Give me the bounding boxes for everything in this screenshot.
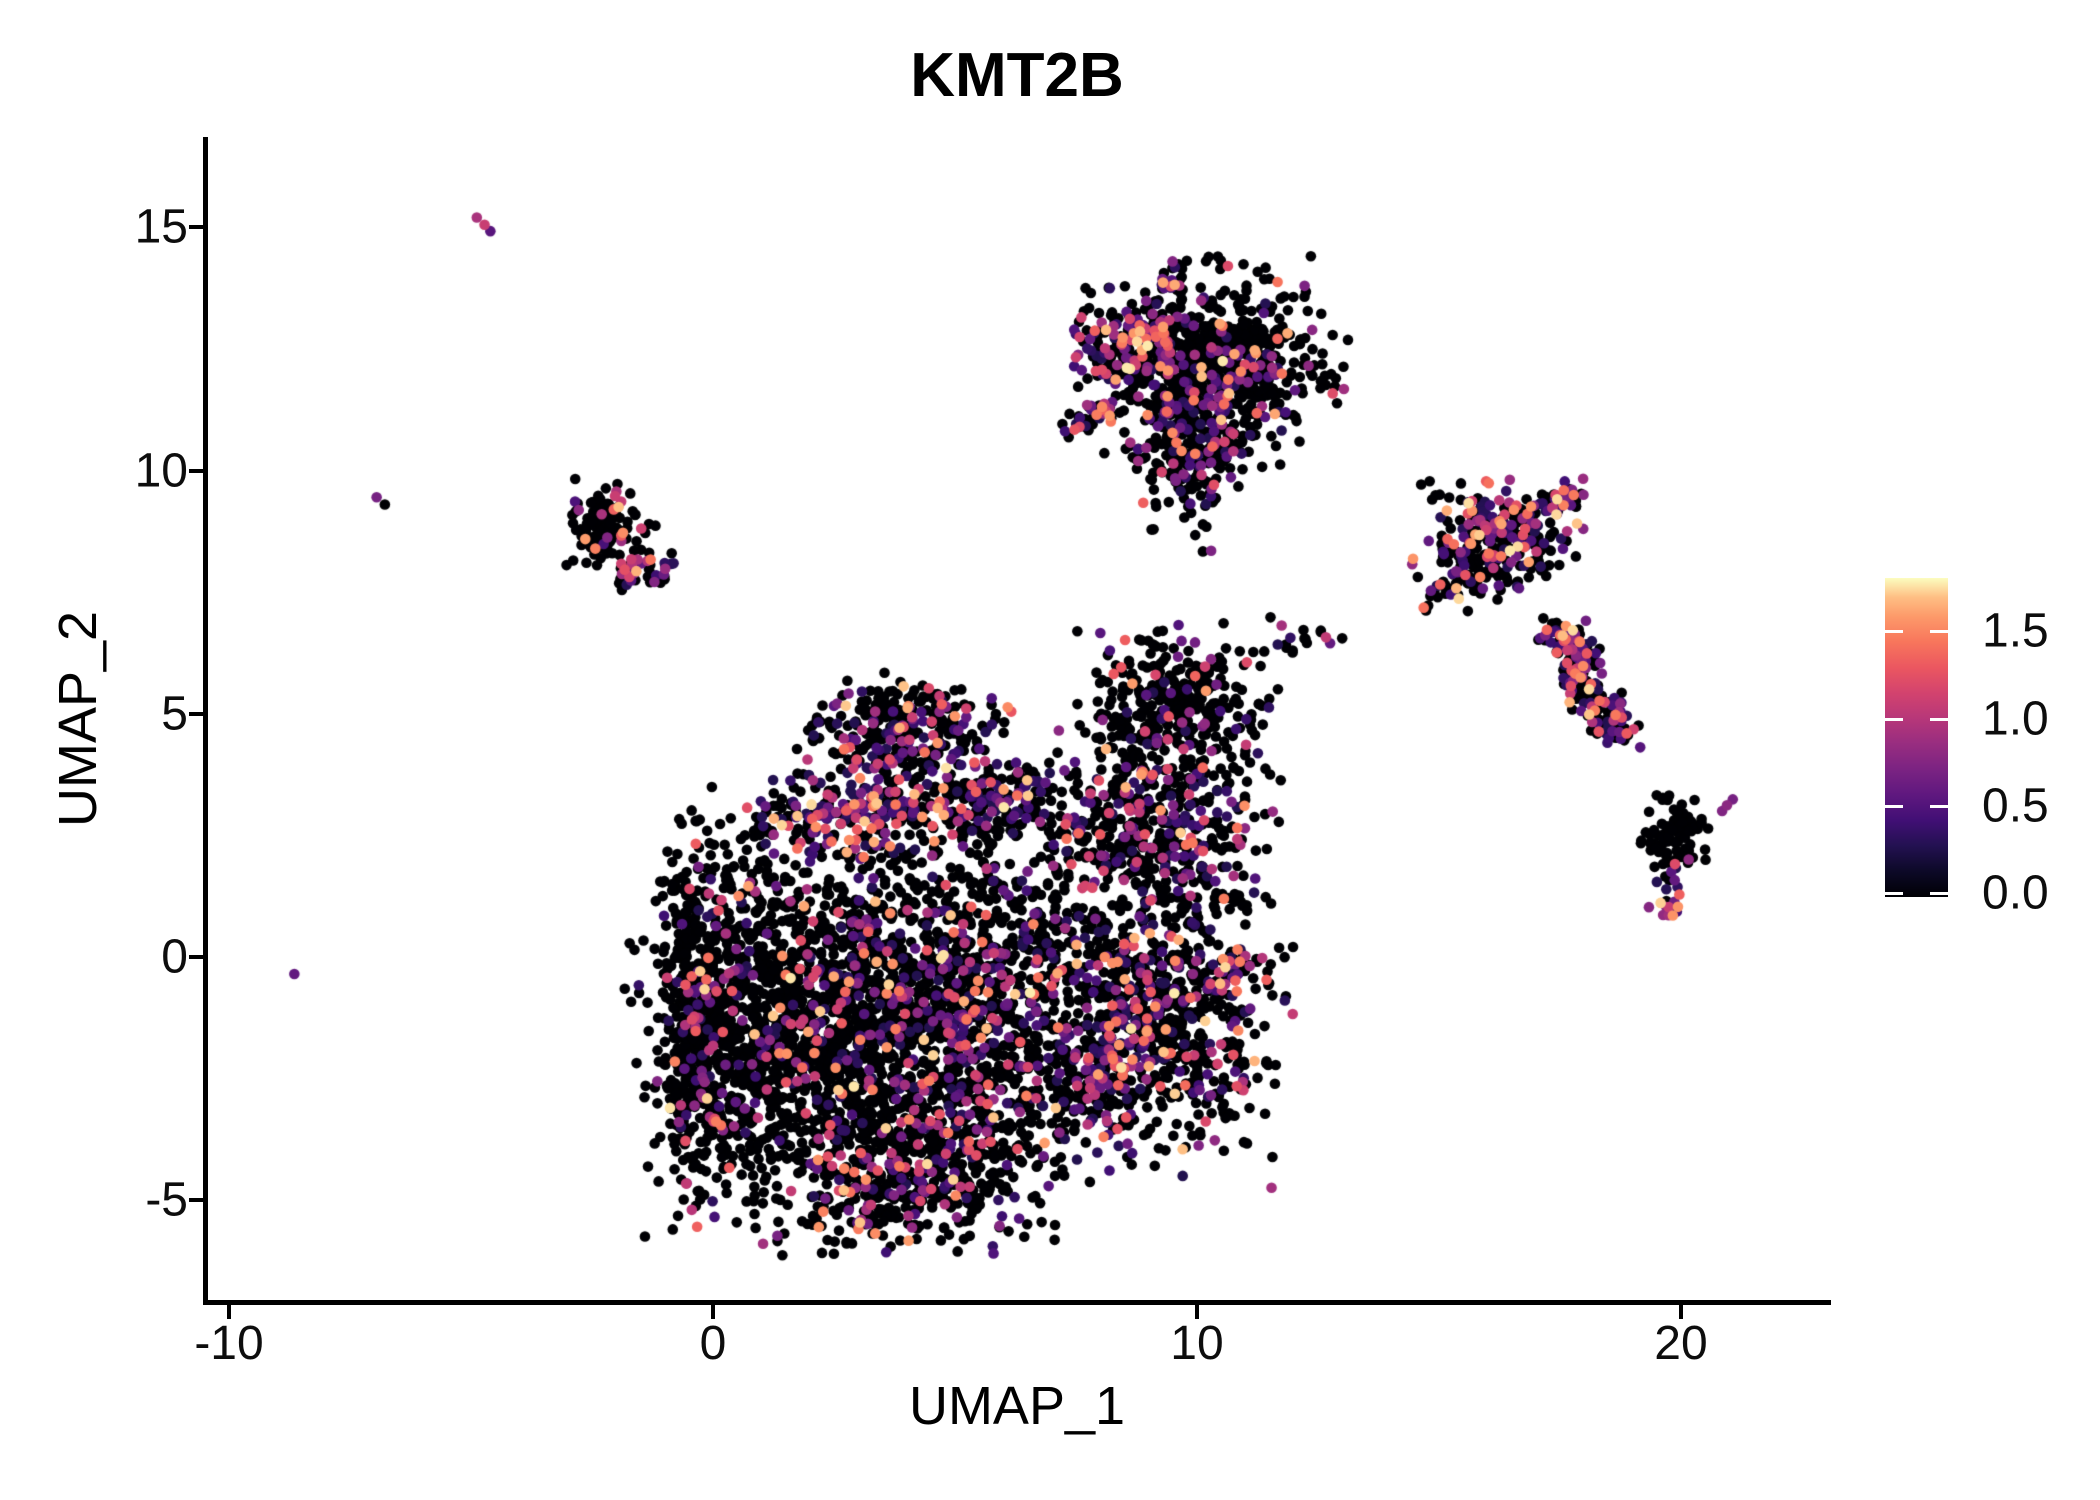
colorbar-gradient <box>1885 578 1948 897</box>
colorbar-tick-dash <box>1885 804 1903 808</box>
x-tick-label: 0 <box>699 1317 727 1370</box>
colorbar-tick-dash <box>1885 630 1903 634</box>
x-tick-mark <box>1195 1305 1199 1319</box>
y-tick-label: 10 <box>134 444 188 497</box>
y-tick-label: 0 <box>161 930 188 984</box>
y-tick-mark <box>189 711 203 716</box>
x-tick-mark <box>227 1305 231 1319</box>
y-tick-mark <box>189 1198 203 1203</box>
colorbar-tick-dash <box>1885 892 1903 895</box>
colorbar-tick-label: 0.0 <box>1982 866 2049 920</box>
y-tick-mark <box>189 225 203 230</box>
colorbar-tick-dash <box>1930 630 1948 634</box>
colorbar-tick-label: 0.5 <box>1982 779 2049 833</box>
colorbar-tick-label: 1.0 <box>1982 692 2049 746</box>
y-tick-mark <box>189 468 203 473</box>
colorbar-tick-dash <box>1885 717 1903 721</box>
plot-title: KMT2B <box>910 41 1124 110</box>
y-tick-label: -5 <box>145 1173 188 1227</box>
x-tick-label: 10 <box>1170 1317 1224 1370</box>
x-tick-mark <box>711 1305 715 1319</box>
colorbar-tick-dash <box>1930 717 1948 721</box>
y-tick-mark <box>189 955 203 959</box>
colorbar-tick-dash <box>1930 892 1948 895</box>
x-axis-title: UMAP_1 <box>908 1376 1126 1436</box>
colorbar-tick-dash <box>1930 804 1948 808</box>
x-axis-line <box>203 1300 1831 1305</box>
x-tick-label: -10 <box>194 1317 264 1370</box>
colorbar-tick-label: 1.5 <box>1982 604 2049 658</box>
x-tick-label: 20 <box>1654 1317 1708 1370</box>
y-tick-label: 5 <box>161 687 188 741</box>
x-tick-mark <box>1679 1305 1683 1319</box>
y-tick-label: 15 <box>134 200 188 254</box>
y-axis-line <box>203 137 208 1304</box>
